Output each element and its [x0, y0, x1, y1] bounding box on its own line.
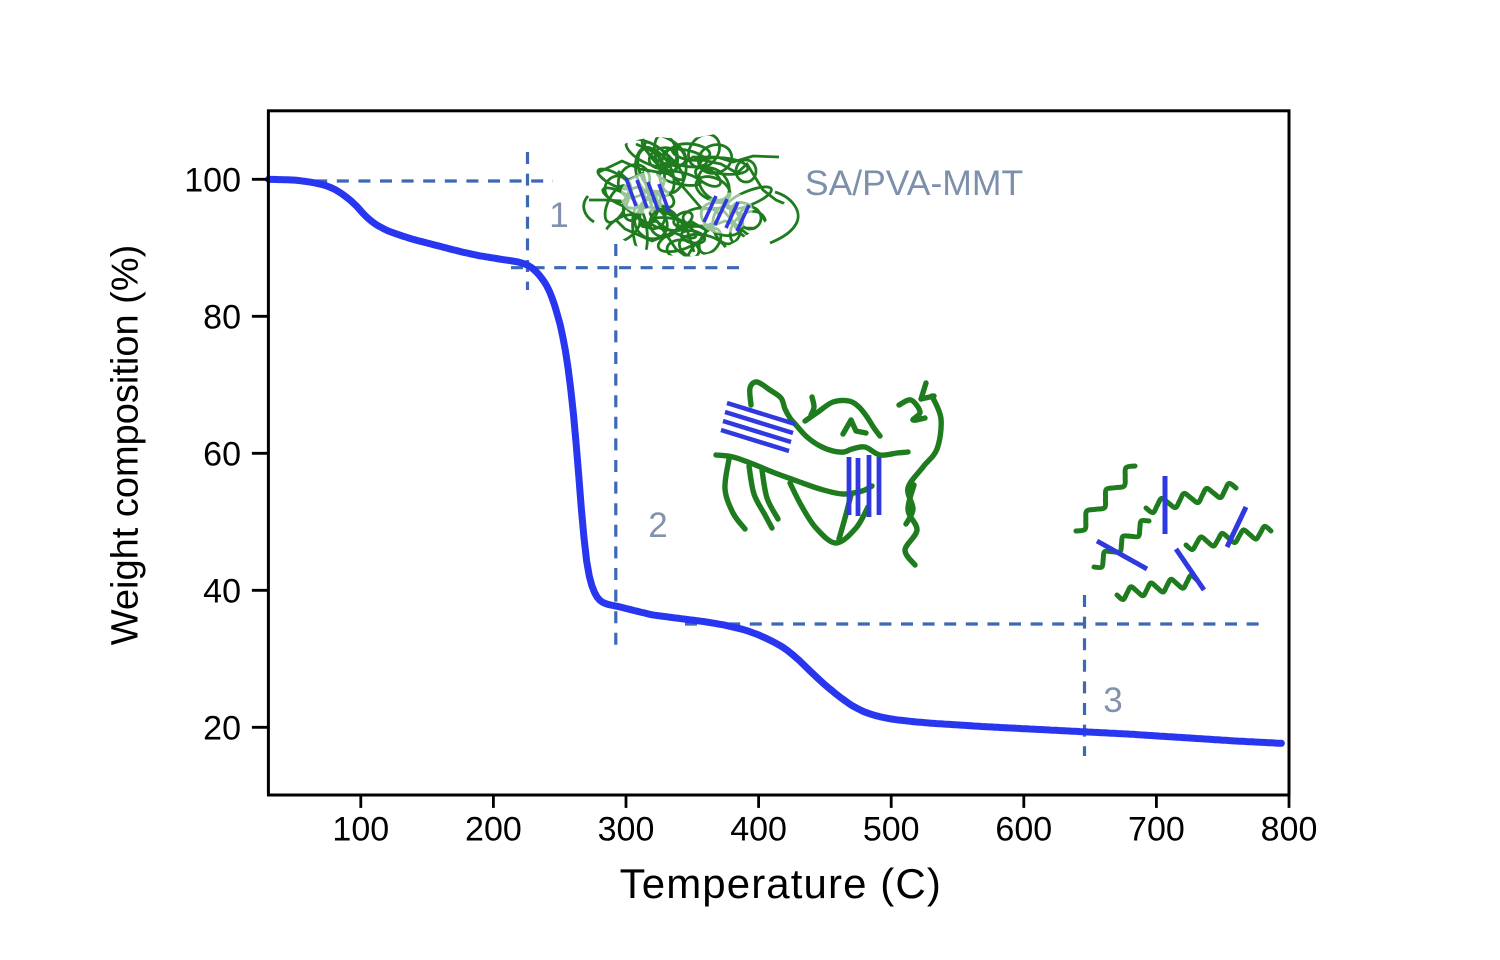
- svg-text:2: 2: [648, 506, 667, 545]
- svg-text:800: 800: [1261, 811, 1318, 849]
- svg-text:600: 600: [995, 811, 1052, 849]
- svg-text:20: 20: [203, 709, 241, 747]
- svg-text:100: 100: [184, 161, 241, 199]
- svg-text:400: 400: [730, 811, 787, 849]
- svg-text:80: 80: [203, 298, 241, 336]
- svg-text:500: 500: [863, 811, 920, 849]
- svg-text:Weight composition (%): Weight composition (%): [105, 245, 147, 646]
- svg-text:200: 200: [465, 811, 522, 849]
- svg-text:100: 100: [332, 811, 389, 849]
- svg-text:3: 3: [1103, 681, 1122, 720]
- svg-text:700: 700: [1128, 811, 1185, 849]
- svg-text:SA/PVA-MMT: SA/PVA-MMT: [805, 163, 1023, 203]
- svg-text:1: 1: [549, 196, 568, 235]
- svg-text:60: 60: [203, 435, 241, 473]
- svg-text:40: 40: [203, 572, 241, 610]
- svg-text:300: 300: [598, 811, 655, 849]
- svg-text:Temperature (C): Temperature (C): [620, 860, 942, 907]
